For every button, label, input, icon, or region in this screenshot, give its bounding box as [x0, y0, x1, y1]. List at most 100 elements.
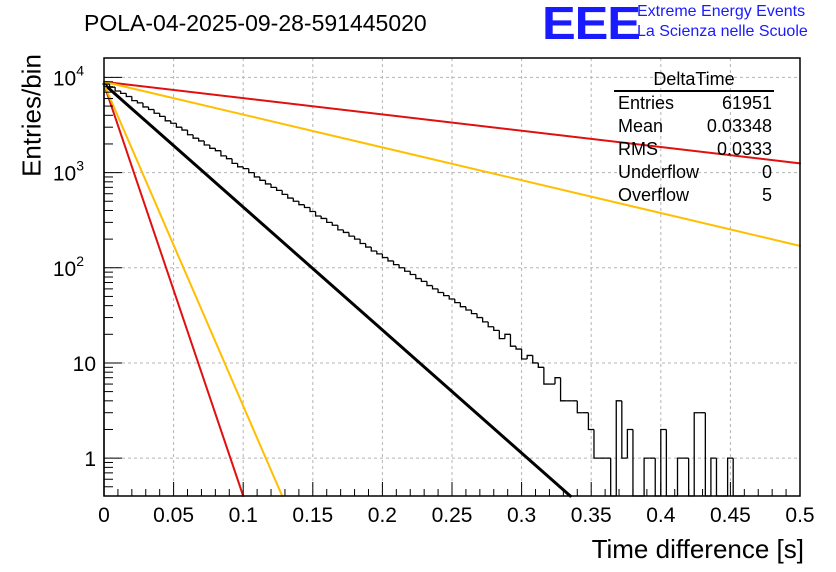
- histogram-bin: [593, 429, 600, 459]
- histogram-bin: [465, 306, 472, 311]
- stats-row-rms: RMS 0.0333: [610, 138, 776, 161]
- x-tick-label: 0.4: [646, 504, 676, 527]
- histogram-bin: [103, 83, 110, 496]
- curve-upper-red: [103, 80, 801, 165]
- histogram-bin: [520, 349, 528, 360]
- y-tick-label: 102: [53, 253, 84, 281]
- histogram-bin: [437, 288, 444, 294]
- stats-label: RMS: [618, 139, 658, 159]
- histogram-bin: [348, 232, 355, 237]
- histogram-bin: [621, 400, 628, 459]
- histogram-bin: [504, 333, 511, 339]
- histogram-bin: [704, 412, 711, 497]
- histogram-bin: [203, 140, 210, 146]
- histogram-bin: [225, 155, 233, 160]
- histogram-bin: [487, 321, 494, 328]
- histogram-bin: [493, 326, 500, 332]
- histogram-bin: [337, 225, 344, 231]
- histogram-bin: [175, 123, 182, 128]
- histogram-bin: [476, 313, 483, 319]
- histogram-bin: [426, 281, 433, 287]
- chart-title: POLA-04-2025-09-28-591445020: [84, 10, 427, 36]
- eee-tagline-1: Extreme Energy Events: [637, 3, 806, 20]
- stats-value: 5: [761, 185, 772, 205]
- x-tick-label: 0.5: [785, 504, 814, 527]
- histogram-bin: [320, 215, 327, 220]
- histogram-bin: [498, 330, 505, 340]
- histogram-bin: [404, 267, 411, 272]
- histogram-bin: [303, 204, 311, 209]
- histogram-bin: [687, 458, 695, 497]
- histogram-bin: [732, 458, 739, 497]
- histogram-bin: [142, 102, 149, 108]
- histogram-bin: [242, 166, 249, 170]
- histogram-bin: [660, 428, 667, 496]
- histogram-bin: [309, 207, 316, 213]
- histogram-bin: [326, 218, 333, 224]
- histogram-bin: [481, 317, 489, 323]
- histogram-bin: [409, 271, 416, 276]
- histogram-bin: [587, 412, 594, 431]
- x-tick-label: 0.25: [432, 504, 473, 527]
- histogram-bin: [275, 187, 283, 192]
- histogram-bin: [537, 362, 544, 368]
- histogram-bin: [559, 377, 567, 402]
- histogram-bin: [448, 295, 455, 300]
- y-tick-label: 1: [84, 448, 96, 471]
- histogram-bin: [454, 298, 461, 304]
- x-tick-label: 0: [98, 504, 110, 527]
- histogram-bin: [186, 130, 194, 136]
- histogram-bin: [314, 211, 322, 217]
- x-axis-label: Time difference [s]: [591, 534, 804, 564]
- histogram-bin: [576, 400, 583, 414]
- histogram-bin: [632, 429, 639, 497]
- histogram-bin: [515, 346, 522, 350]
- histogram-bin: [442, 292, 450, 297]
- histogram-bin: [131, 96, 138, 102]
- histogram-bin: [287, 194, 294, 199]
- histogram-bin: [259, 176, 266, 181]
- histogram-bin: [381, 253, 388, 259]
- histogram-bin: [270, 183, 277, 188]
- stats-label: Underflow: [618, 162, 700, 182]
- histogram-bin: [331, 222, 338, 226]
- histogram-bin: [181, 127, 188, 131]
- stats-row-overflow: Overflow 5: [610, 184, 776, 207]
- histogram-bin: [470, 310, 478, 315]
- histogram-bin: [236, 163, 244, 168]
- eee-logo: EEE: [542, 0, 641, 49]
- y-tick-label: 103: [53, 158, 84, 186]
- histogram-bin: [153, 109, 160, 114]
- histogram-bin: [209, 144, 216, 149]
- curve-upper-yellow: [103, 80, 801, 247]
- histogram-bin: [292, 198, 299, 202]
- histogram-bin: [248, 168, 255, 174]
- histogram-bin: [120, 91, 127, 95]
- histogram-bin: [676, 457, 684, 496]
- curve-fit: [102, 82, 572, 498]
- fit-curves: [102, 80, 801, 498]
- y-axis-label: Entries/bin: [16, 54, 47, 177]
- histogram-bin: [726, 457, 734, 496]
- histogram-bin: [192, 134, 199, 139]
- histogram-bin: [420, 278, 427, 283]
- histogram-bin: [392, 260, 400, 266]
- stats-title: DeltaTime: [614, 68, 774, 92]
- histogram-bin: [415, 274, 422, 280]
- histogram-bin: [214, 148, 221, 152]
- stats-row-mean: Mean 0.03348: [610, 115, 776, 138]
- histogram-bin: [231, 158, 238, 165]
- stats-label: Overflow: [618, 185, 690, 205]
- histogram-bin: [626, 428, 633, 459]
- histogram-bin: [114, 87, 121, 92]
- histogram-bin: [715, 458, 723, 497]
- histogram-bin: [353, 236, 361, 240]
- histogram-bin: [643, 457, 650, 496]
- histogram-bin: [198, 138, 205, 142]
- grid: [104, 58, 800, 496]
- stats-value: 0.03348: [706, 116, 772, 136]
- histogram-bin: [220, 150, 227, 157]
- stats-box: DeltaTime Entries 61951 Mean 0.03348 RMS…: [610, 68, 776, 207]
- eee-tagline-2: La Scienza nelle Scuole: [637, 23, 808, 40]
